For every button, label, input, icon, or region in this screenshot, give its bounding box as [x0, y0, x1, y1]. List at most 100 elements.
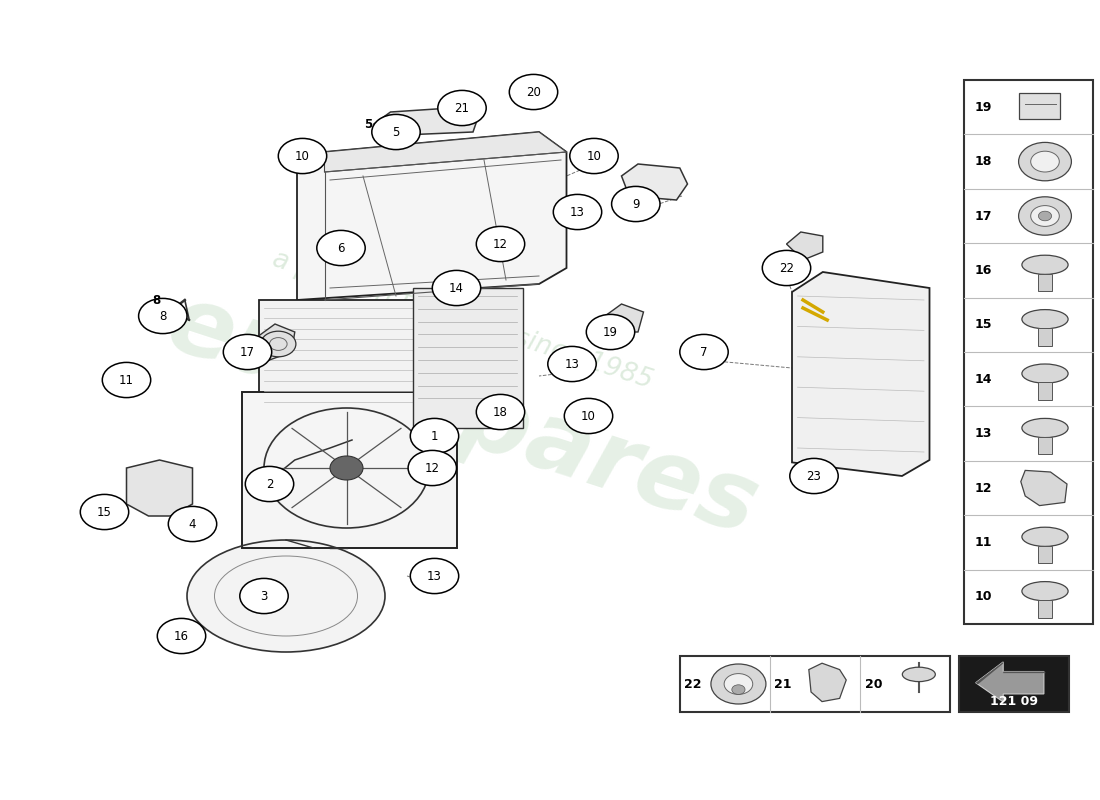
Circle shape — [762, 250, 811, 286]
Circle shape — [711, 664, 766, 704]
Text: 15: 15 — [97, 506, 112, 518]
Circle shape — [438, 90, 486, 126]
Circle shape — [410, 558, 459, 594]
Text: 23: 23 — [806, 470, 822, 482]
Text: 21: 21 — [774, 678, 792, 690]
Circle shape — [408, 450, 456, 486]
Text: eurospares: eurospares — [155, 277, 769, 555]
Text: 10: 10 — [586, 150, 602, 162]
Text: 12: 12 — [425, 462, 440, 474]
Circle shape — [80, 494, 129, 530]
Circle shape — [564, 398, 613, 434]
Ellipse shape — [1022, 364, 1068, 383]
Text: 18: 18 — [493, 406, 508, 418]
Circle shape — [548, 346, 596, 382]
Circle shape — [732, 685, 745, 694]
Circle shape — [509, 74, 558, 110]
Text: 14: 14 — [449, 282, 464, 294]
Text: 16: 16 — [975, 264, 992, 277]
Polygon shape — [297, 132, 566, 300]
Polygon shape — [792, 272, 930, 476]
Text: 5: 5 — [364, 118, 373, 130]
Text: 19: 19 — [975, 101, 992, 114]
Polygon shape — [324, 132, 566, 172]
Polygon shape — [786, 232, 823, 260]
Ellipse shape — [1022, 418, 1068, 438]
Text: 17: 17 — [975, 210, 992, 222]
Text: 8: 8 — [160, 310, 166, 322]
Text: 1: 1 — [431, 430, 438, 442]
Circle shape — [410, 418, 459, 454]
Text: 18: 18 — [975, 155, 992, 168]
Text: 2: 2 — [266, 478, 273, 490]
Ellipse shape — [187, 540, 385, 652]
Circle shape — [330, 456, 363, 480]
Text: 16: 16 — [174, 630, 189, 642]
Circle shape — [586, 314, 635, 350]
Ellipse shape — [1022, 527, 1068, 546]
Text: a passion for parts since 1985: a passion for parts since 1985 — [268, 246, 656, 394]
Text: 22: 22 — [684, 678, 702, 690]
Circle shape — [168, 506, 217, 542]
Text: 10: 10 — [975, 590, 992, 603]
Circle shape — [680, 334, 728, 370]
FancyBboxPatch shape — [1019, 93, 1060, 119]
Circle shape — [223, 334, 272, 370]
Circle shape — [261, 331, 296, 357]
Text: 5: 5 — [393, 126, 399, 138]
Polygon shape — [258, 324, 295, 360]
Circle shape — [476, 226, 525, 262]
Circle shape — [1038, 211, 1052, 221]
Polygon shape — [808, 663, 846, 702]
FancyBboxPatch shape — [1038, 546, 1052, 563]
Circle shape — [240, 578, 288, 614]
Text: 121 09: 121 09 — [990, 695, 1038, 709]
Circle shape — [432, 270, 481, 306]
Ellipse shape — [1022, 582, 1068, 601]
FancyBboxPatch shape — [258, 300, 456, 424]
Text: 7: 7 — [701, 346, 707, 358]
Circle shape — [724, 674, 752, 694]
Circle shape — [790, 458, 838, 494]
Text: 13: 13 — [427, 570, 442, 582]
FancyBboxPatch shape — [412, 288, 522, 428]
FancyBboxPatch shape — [1038, 328, 1052, 346]
Text: 13: 13 — [564, 358, 580, 370]
Text: 3: 3 — [261, 590, 267, 602]
Ellipse shape — [902, 667, 935, 682]
Text: 12: 12 — [493, 238, 508, 250]
Circle shape — [102, 362, 151, 398]
Text: 10: 10 — [295, 150, 310, 162]
Circle shape — [1019, 197, 1071, 235]
Circle shape — [372, 114, 420, 150]
Polygon shape — [1021, 470, 1067, 506]
Circle shape — [570, 138, 618, 174]
Text: 11: 11 — [119, 374, 134, 386]
Ellipse shape — [1022, 310, 1068, 329]
Circle shape — [1019, 142, 1071, 181]
Text: 4: 4 — [189, 518, 196, 530]
Circle shape — [612, 186, 660, 222]
Polygon shape — [605, 304, 643, 332]
Circle shape — [139, 298, 187, 334]
Text: 13: 13 — [570, 206, 585, 218]
FancyBboxPatch shape — [1038, 382, 1052, 400]
FancyBboxPatch shape — [680, 656, 950, 712]
Text: 8: 8 — [152, 294, 161, 306]
Text: 12: 12 — [975, 482, 992, 494]
Polygon shape — [374, 108, 478, 136]
Text: 21: 21 — [454, 102, 470, 114]
Circle shape — [1031, 151, 1059, 172]
Polygon shape — [976, 662, 1046, 684]
Circle shape — [245, 466, 294, 502]
Circle shape — [476, 394, 525, 430]
Text: 6: 6 — [338, 242, 344, 254]
FancyBboxPatch shape — [242, 392, 456, 548]
Text: 13: 13 — [975, 427, 992, 440]
Text: 17: 17 — [240, 346, 255, 358]
FancyBboxPatch shape — [1038, 437, 1052, 454]
FancyBboxPatch shape — [959, 656, 1069, 712]
Text: 14: 14 — [975, 373, 992, 386]
Polygon shape — [621, 164, 688, 200]
FancyBboxPatch shape — [1038, 274, 1052, 291]
